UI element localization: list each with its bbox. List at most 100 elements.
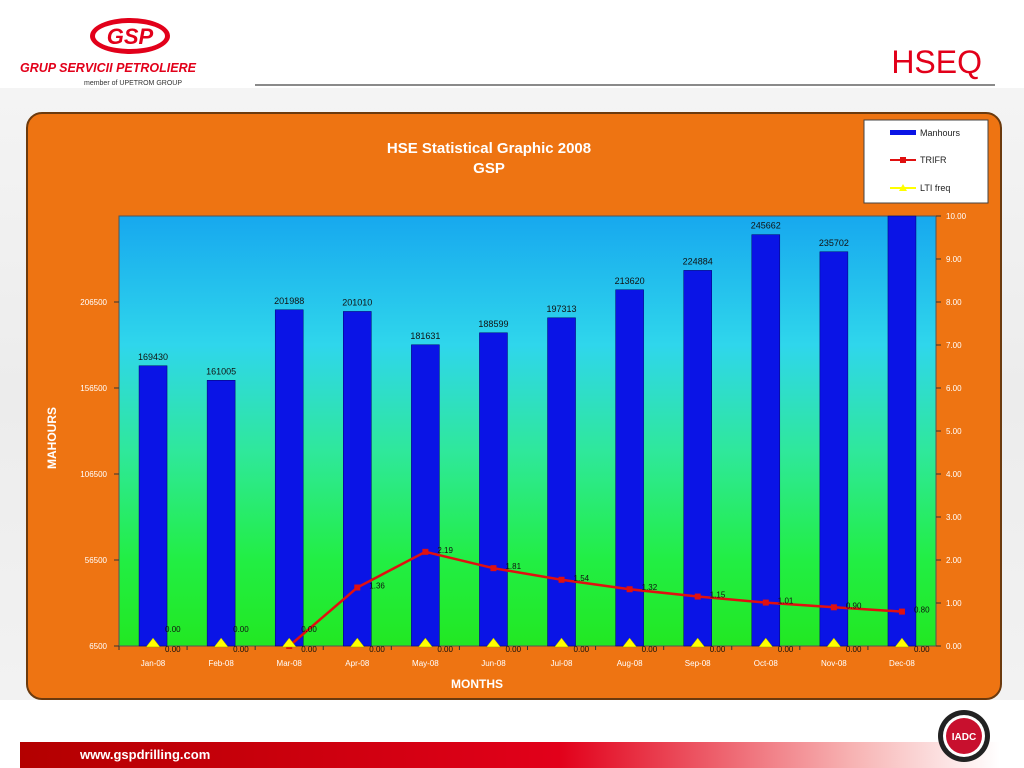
- lti-marker: [690, 637, 706, 648]
- y2-tick-label: 0.00: [946, 642, 962, 651]
- bar-value-label: 245662: [751, 221, 781, 231]
- y2-tick-label: 1.00: [946, 599, 962, 608]
- chart-subtitle: GSP: [473, 160, 505, 177]
- bar-value-label: 161005: [206, 366, 236, 376]
- bar-manhours: [138, 365, 168, 647]
- bar-manhours: [411, 344, 440, 647]
- footer-url: www.gspdrilling.com: [80, 747, 211, 762]
- lti-value-label: 0.00: [914, 645, 930, 654]
- bar-manhours: [819, 251, 849, 647]
- trifr-value-label: 0.80: [914, 606, 930, 615]
- bar-value-label: 181631: [410, 331, 440, 341]
- x-tick-label: Jul-08: [551, 659, 573, 668]
- y-tick-label: 6500: [89, 642, 107, 651]
- lti-value-label: 0.00: [437, 645, 453, 654]
- lti-value-label: 0.00: [301, 645, 317, 654]
- trifr-marker: [422, 548, 429, 555]
- trifr-value-label: 0.00: [233, 625, 249, 634]
- plot-area: [118, 215, 937, 647]
- trifr-marker: [626, 586, 633, 593]
- footer-bar: [20, 742, 1000, 768]
- x-tick-label: Mar-08: [277, 659, 303, 668]
- x-tick-label: Feb-08: [208, 659, 234, 668]
- trifr-value-label: 1.81: [505, 562, 521, 571]
- x-tick-label: Jan-08: [141, 659, 166, 668]
- lti-value-label: 0.00: [505, 645, 521, 654]
- trifr-value-label: 0.00: [165, 625, 181, 634]
- lti-value-label: 0.00: [574, 645, 590, 654]
- bar-manhours: [547, 317, 576, 647]
- y-tick-label: 106500: [80, 470, 107, 479]
- header-divider: [255, 84, 995, 86]
- x-tick-label: Apr-08: [345, 659, 370, 668]
- lti-value-label: 0.00: [233, 645, 249, 654]
- trifr-marker: [898, 608, 905, 615]
- trifr-value-label: 1.15: [710, 591, 726, 600]
- lti-marker: [758, 637, 774, 648]
- x-tick-label: Nov-08: [821, 659, 847, 668]
- logo-text: GSP: [107, 24, 154, 49]
- bar-manhours: [683, 270, 712, 647]
- x-tick-label: Sep-08: [685, 659, 711, 668]
- y2-tick-label: 9.00: [946, 255, 962, 264]
- y-tick-label: 56500: [85, 556, 108, 565]
- lti-marker: [213, 637, 229, 648]
- legend-swatch-manhours: [890, 130, 916, 135]
- y2-tick-label: 8.00: [946, 298, 962, 307]
- lti-marker: [554, 637, 570, 648]
- x-axis-label: MONTHS: [451, 677, 503, 691]
- lti-value-label: 0.00: [642, 645, 658, 654]
- legend-box: [863, 119, 989, 204]
- bar-value-label: 169430: [138, 352, 168, 362]
- bar-manhours: [887, 215, 917, 647]
- trifr-value-label: 1.01: [778, 597, 794, 606]
- x-tick-label: Dec-08: [889, 659, 915, 668]
- x-tick-label: Jun-08: [481, 659, 506, 668]
- trifr-value-label: 1.36: [369, 582, 385, 591]
- y2-tick-label: 10.00: [946, 212, 967, 221]
- y2-tick-label: 3.00: [946, 513, 962, 522]
- y-axis-label: MAHOURS: [45, 407, 59, 469]
- lti-marker: [281, 637, 297, 648]
- lti-marker: [826, 637, 842, 648]
- legend: Manhours TRIFR LTI freq: [863, 119, 989, 204]
- lti-value-label: 0.00: [710, 645, 726, 654]
- bar-value-label: 213620: [615, 276, 645, 286]
- trifr-marker: [830, 604, 837, 611]
- bar-value-label: 235702: [819, 238, 849, 248]
- trifr-line: [288, 550, 903, 647]
- bar-manhours: [751, 234, 781, 647]
- bar-manhours: [206, 380, 236, 647]
- bar-value-label: 188599: [478, 319, 508, 329]
- company-name: GRUP SERVICII PETROLIERE: [20, 61, 197, 75]
- iadc-badge-text: IADC: [952, 732, 976, 743]
- lti-marker: [485, 637, 501, 648]
- trifr-value-label: 2.19: [437, 546, 453, 555]
- member-text: member of UPETROM GROUP: [84, 80, 182, 87]
- legend-label-trifr: TRIFR: [920, 155, 947, 165]
- y2-tick-label: 6.00: [946, 384, 962, 393]
- lti-marker: [622, 637, 638, 648]
- legend-label-lti: LTI freq: [920, 183, 950, 193]
- trifr-marker: [354, 584, 361, 591]
- x-tick-label: Aug-08: [617, 659, 643, 668]
- bar-value-label: 201988: [274, 296, 304, 306]
- lti-value-label: 0.00: [846, 645, 862, 654]
- legend-marker-lti: [899, 184, 907, 191]
- lti-value-label: 0.00: [369, 645, 385, 654]
- lti-marker: [349, 637, 365, 648]
- x-tick-label: Oct-08: [754, 659, 779, 668]
- trifr-value-label: 1.54: [574, 574, 590, 583]
- y2-tick-label: 2.00: [946, 556, 962, 565]
- bar-value-label: 201010: [342, 297, 372, 307]
- y-tick-label: 206500: [80, 298, 107, 307]
- y2-tick-label: 7.00: [946, 341, 962, 350]
- trifr-marker: [558, 576, 565, 583]
- bar-manhours: [274, 309, 304, 647]
- trifr-marker: [694, 593, 701, 600]
- legend-label-manhours: Manhours: [920, 128, 961, 138]
- bar-manhours: [479, 332, 508, 647]
- lti-marker: [894, 637, 910, 648]
- trifr-value-label: 0.00: [301, 625, 317, 634]
